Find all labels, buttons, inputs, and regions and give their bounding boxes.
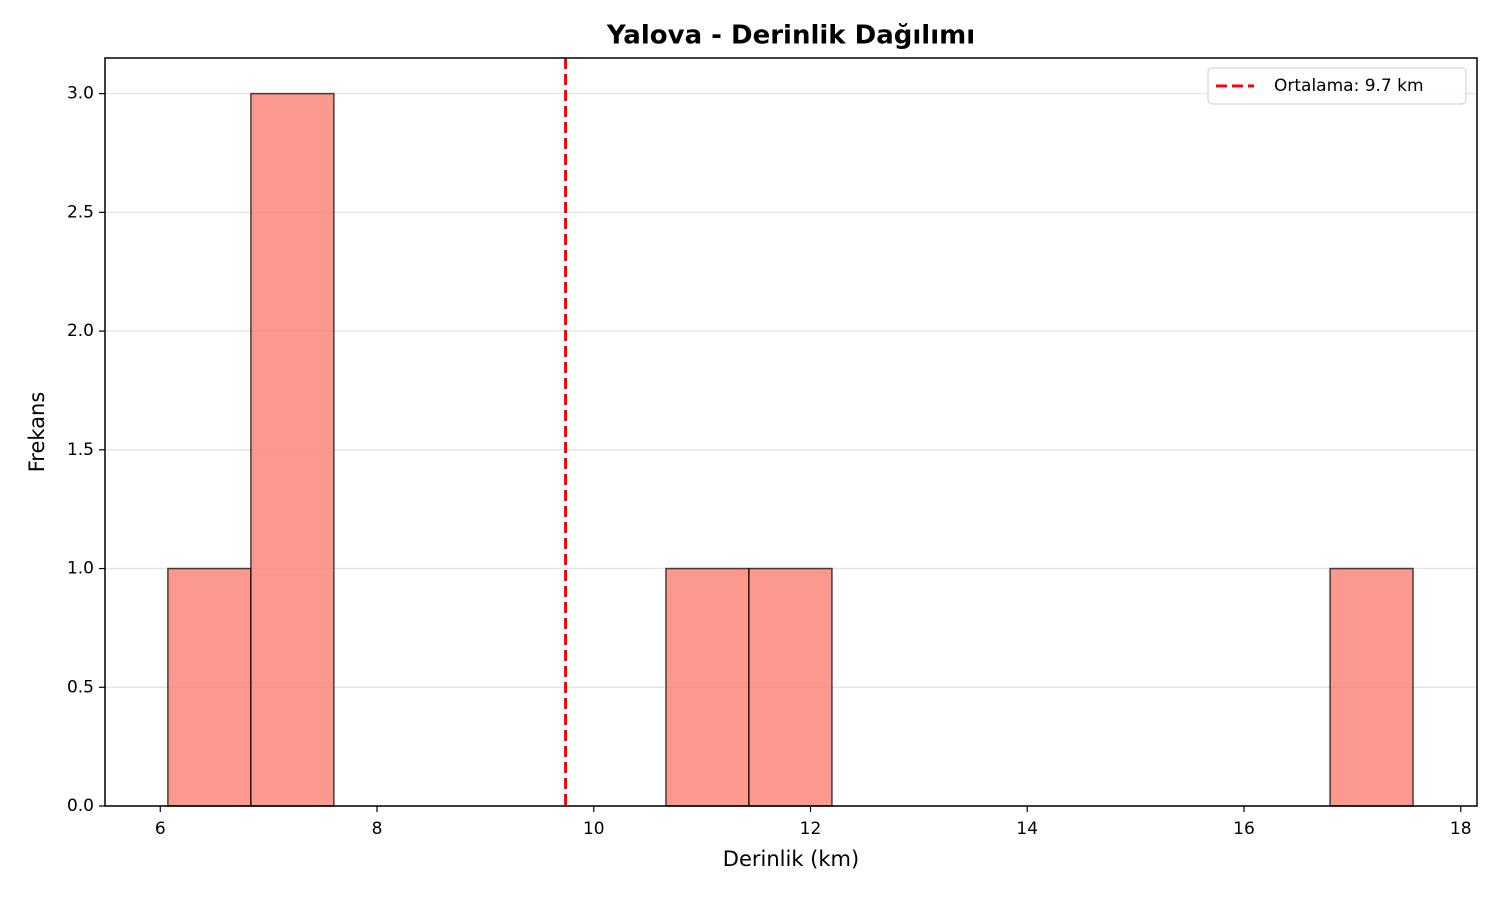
bar [167, 567, 252, 807]
x-tick-label: 16 [1233, 819, 1255, 839]
x-tick-label: 14 [1016, 819, 1038, 839]
plot-frame [104, 57, 1478, 807]
y-axis-label: Frekans [25, 392, 49, 473]
x-axis-label: Derinlik (km) [723, 847, 859, 871]
chart-title: Yalova - Derinlik Dağılımı [606, 21, 975, 51]
x-tick-label: 12 [800, 819, 822, 839]
legend-label: Ortalama: 9.7 km [1274, 76, 1424, 96]
bar [1329, 567, 1414, 807]
y-tick-label: 0.0 [67, 796, 94, 816]
y-tick-label: 1.0 [67, 559, 94, 579]
x-tick-label: 10 [583, 819, 605, 839]
x-tick-label: 6 [155, 819, 166, 839]
y-tick-label: 3.0 [67, 84, 94, 104]
bar [250, 92, 335, 807]
bar [748, 567, 833, 807]
x-tick-label: 18 [1450, 819, 1472, 839]
x-tick-label: 8 [372, 819, 383, 839]
bar [665, 567, 750, 807]
y-tick-label: 1.5 [67, 440, 94, 460]
legend-box [1207, 67, 1467, 105]
y-tick-label: 2.5 [67, 202, 94, 222]
y-tick-label: 2.0 [67, 321, 94, 341]
y-tick-label: 0.5 [67, 677, 94, 697]
